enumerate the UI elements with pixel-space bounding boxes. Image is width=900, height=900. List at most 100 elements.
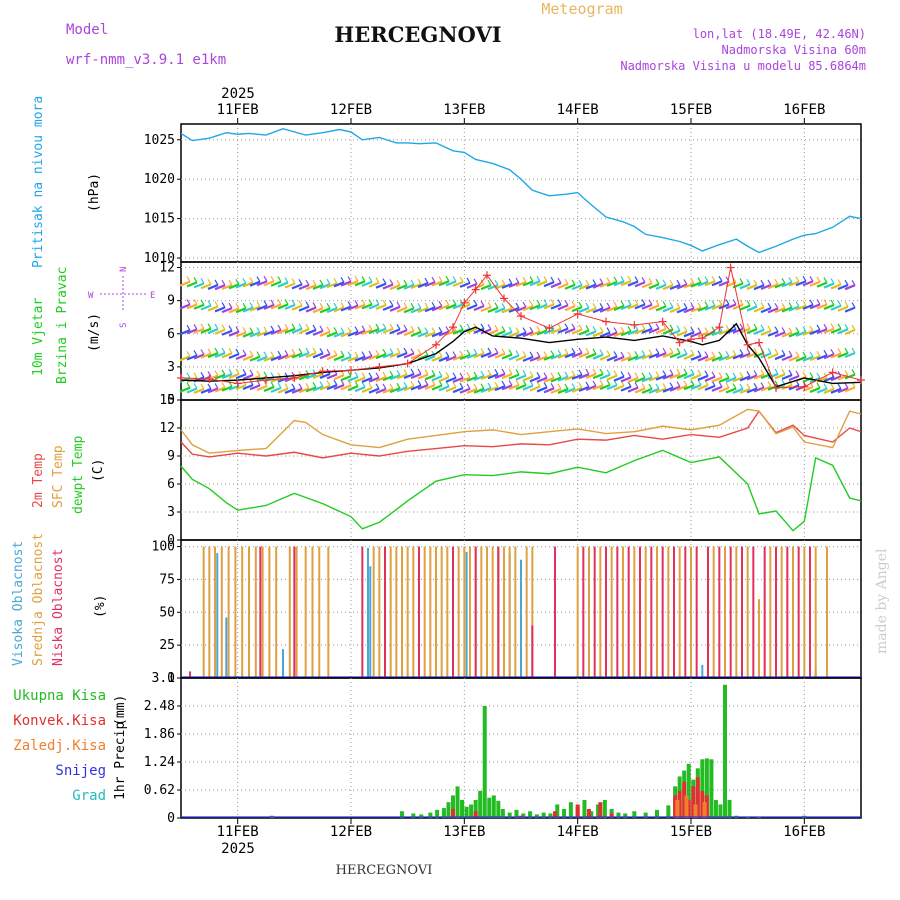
wind-barb bbox=[480, 386, 492, 394]
wind-barb-flag bbox=[620, 300, 625, 307]
wind-barb bbox=[312, 385, 324, 392]
wind-barb bbox=[564, 283, 576, 290]
wind-barb-flag bbox=[403, 279, 408, 286]
wind-barb bbox=[333, 355, 345, 362]
panel-frame-pressure bbox=[180, 123, 862, 263]
x-day-top: 14FEB bbox=[557, 102, 599, 118]
wind-barb-flag bbox=[200, 349, 205, 355]
wind-barb bbox=[305, 284, 317, 291]
wind-barb-flag bbox=[564, 323, 569, 329]
wind-barb bbox=[697, 305, 709, 312]
wind-barb bbox=[606, 374, 618, 381]
wind-barb-flag bbox=[389, 300, 394, 307]
wind-barb bbox=[277, 387, 289, 394]
wind-barb-flag bbox=[662, 323, 667, 330]
wind-barb bbox=[732, 303, 744, 310]
meteogram-label: Meteogram bbox=[541, 0, 622, 18]
wind-barb-flag bbox=[459, 324, 464, 331]
wind-barb bbox=[760, 329, 772, 336]
legend-item: Snijeg bbox=[55, 763, 106, 779]
ylabel-2m: 2m Temp bbox=[31, 453, 46, 508]
wind-barb-flag bbox=[697, 369, 702, 376]
wind-barb bbox=[655, 374, 667, 381]
ytick-label: 3 bbox=[167, 505, 175, 520]
wind-barb bbox=[235, 353, 247, 361]
wind-barb-flag bbox=[347, 276, 352, 282]
wind-barb bbox=[312, 352, 324, 359]
wind-barb bbox=[746, 305, 758, 312]
precip-bar bbox=[455, 786, 460, 818]
wind-barb bbox=[620, 355, 632, 362]
x-year-top: 2025 bbox=[221, 86, 255, 102]
ylabel-unit: (mm) bbox=[113, 695, 128, 726]
wind-barb-flag bbox=[501, 348, 506, 354]
wind-barb-flag bbox=[291, 278, 296, 284]
wind-barb-flag bbox=[452, 276, 457, 282]
wind-barb bbox=[235, 373, 247, 380]
series-line bbox=[180, 322, 862, 388]
wind-barb bbox=[284, 327, 296, 334]
precip-bar bbox=[528, 811, 533, 818]
wind-barb-flag bbox=[711, 371, 716, 378]
wind-barb bbox=[627, 355, 639, 362]
wind-barb-flag bbox=[214, 323, 219, 330]
station-title: HERCEGNOVI bbox=[334, 22, 501, 47]
wind-barb-flag bbox=[256, 370, 261, 377]
wind-barb bbox=[305, 373, 317, 380]
wind-barb bbox=[781, 374, 793, 381]
precip-bar bbox=[521, 813, 526, 818]
panel-frame-precip bbox=[180, 677, 862, 819]
wind-barb bbox=[228, 307, 240, 314]
wind-barb bbox=[179, 303, 191, 310]
wind-barb bbox=[466, 352, 478, 360]
wind-barb-flag bbox=[347, 301, 352, 307]
wind-barb bbox=[746, 387, 758, 394]
wind-barb-flag bbox=[263, 326, 268, 333]
wind-barb-flag bbox=[599, 302, 604, 309]
wind-barb bbox=[382, 375, 394, 382]
wind-barb bbox=[592, 331, 604, 338]
wind-barb-flag bbox=[851, 302, 856, 308]
precip-bar bbox=[568, 802, 573, 818]
wind-barb-flag bbox=[249, 369, 254, 376]
wind-barb-flag bbox=[697, 277, 702, 283]
wind-barb-flag bbox=[585, 279, 590, 286]
wind-barb bbox=[571, 328, 583, 335]
wind-barb-flag bbox=[221, 369, 226, 375]
wind-barb bbox=[627, 386, 639, 393]
wind-barb bbox=[676, 352, 688, 359]
wind-barb-flag bbox=[480, 279, 485, 285]
wind-barb-flag bbox=[291, 299, 296, 306]
wind-barb bbox=[354, 280, 366, 287]
precip-bar bbox=[582, 799, 587, 818]
wind-barb-flag bbox=[564, 383, 569, 390]
wind-barb-flag bbox=[256, 327, 261, 333]
wind-barb-flag bbox=[333, 327, 338, 333]
wind-barb-flag bbox=[592, 279, 597, 285]
precip-bar bbox=[686, 799, 691, 818]
wind-barb-flag bbox=[816, 324, 821, 331]
wind-barb bbox=[641, 376, 653, 383]
x-day-bottom: 11FEB bbox=[217, 824, 259, 840]
wind-barb bbox=[515, 280, 527, 288]
wind-barb-flag bbox=[487, 324, 492, 330]
wind-barb-flag bbox=[270, 299, 275, 306]
wind-barb bbox=[256, 304, 268, 311]
wind-barb-flag bbox=[368, 372, 373, 379]
wind-barb-flag bbox=[501, 380, 506, 387]
wind-barb bbox=[816, 387, 828, 394]
wind-barb bbox=[424, 355, 436, 362]
wind-barb bbox=[585, 352, 597, 359]
wind-barb-flag bbox=[480, 370, 485, 377]
wind-barb bbox=[319, 384, 331, 391]
wind-barb bbox=[732, 353, 744, 360]
wind-barb bbox=[361, 280, 373, 287]
wind-barb bbox=[564, 327, 576, 334]
wind-barb bbox=[816, 354, 828, 361]
wind-barb bbox=[375, 327, 387, 334]
wind-barb-flag bbox=[186, 299, 191, 305]
wind-barb bbox=[424, 281, 436, 288]
precip-bar bbox=[534, 814, 539, 818]
wind-barb bbox=[606, 280, 618, 287]
